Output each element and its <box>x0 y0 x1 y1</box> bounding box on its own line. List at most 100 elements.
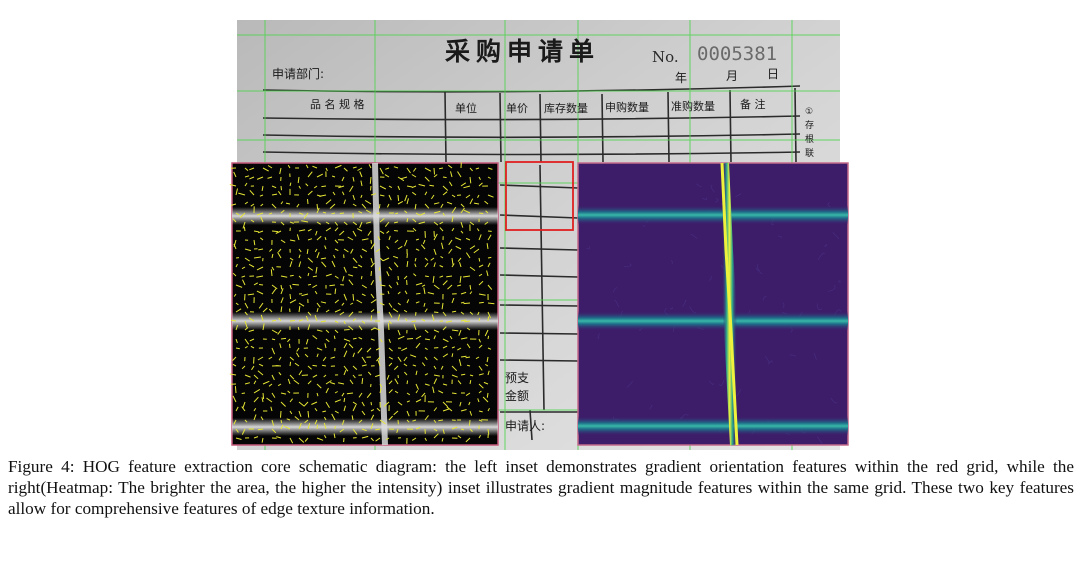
orientation-arrow <box>307 171 313 178</box>
orientation-arrow <box>473 248 480 254</box>
orientation-arrow <box>376 407 381 412</box>
orientation-arrow <box>296 347 300 352</box>
orientation-arrow <box>341 419 345 425</box>
orientation-arrow <box>460 355 467 358</box>
orientation-arrow <box>370 262 375 268</box>
orientation-arrow <box>459 261 462 268</box>
orientation-arrow <box>386 203 390 208</box>
form-prepay-label-2: 金额 <box>505 388 529 403</box>
orientation-arrow <box>486 392 489 398</box>
orientation-arrow <box>334 391 338 394</box>
form-col-request: 申购数量 <box>605 100 649 114</box>
orientation-arrow <box>343 167 348 172</box>
orientation-arrow <box>298 410 302 417</box>
orientation-arrow <box>229 373 237 376</box>
orientation-arrow <box>334 309 341 313</box>
orientation-arrow <box>451 365 458 372</box>
orientation-arrow <box>460 301 465 304</box>
orientation-arrow <box>441 302 444 310</box>
orientation-arrow <box>250 203 255 207</box>
orientation-arrow <box>388 302 393 308</box>
orientation-arrow <box>469 284 472 290</box>
orientation-arrow <box>433 433 439 439</box>
orientation-arrow <box>348 279 354 286</box>
orientation-arrow <box>401 347 408 352</box>
orientation-arrow <box>343 266 347 273</box>
orientation-arrow <box>404 210 408 214</box>
orientation-arrow <box>478 365 483 371</box>
orientation-arrow <box>249 176 255 180</box>
orientation-arrow <box>307 283 312 286</box>
orientation-arrow <box>412 218 417 223</box>
orientation-arrow <box>330 356 336 359</box>
orientation-arrow <box>253 380 257 385</box>
orientation-arrow <box>257 230 264 234</box>
orientation-arrow <box>394 390 399 394</box>
orientation-arrow <box>358 392 363 398</box>
orientation-arrow <box>386 245 390 250</box>
orientation-arrow <box>280 424 284 430</box>
orientation-arrow <box>424 383 430 386</box>
orientation-arrow <box>298 229 306 232</box>
orientation-arrow <box>270 406 273 412</box>
orientation-arrow <box>289 410 293 415</box>
orientation-arrow <box>406 167 411 174</box>
orientation-arrow <box>278 317 282 322</box>
orientation-arrow <box>478 293 486 296</box>
orientation-arrow <box>478 344 483 349</box>
orientation-arrow <box>293 379 300 385</box>
orientation-arrow <box>305 183 309 187</box>
orientation-arrow <box>298 185 301 189</box>
orientation-arrow <box>379 338 383 343</box>
heatmap-contour <box>708 275 712 281</box>
orientation-arrow <box>247 293 255 296</box>
orientation-arrow <box>352 221 358 226</box>
orientation-arrow <box>433 335 436 340</box>
orientation-arrow <box>260 216 264 223</box>
orientation-arrow <box>235 338 238 344</box>
orientation-arrow <box>307 410 310 418</box>
orientation-arrow <box>235 302 239 306</box>
form-date-day: 日 <box>767 67 779 81</box>
orientation-arrow <box>271 338 276 341</box>
orientation-arrow <box>457 257 462 262</box>
orientation-arrow <box>361 378 364 385</box>
heatmap-contour <box>702 197 708 200</box>
orientation-arrow <box>352 293 355 301</box>
orientation-arrow <box>424 275 429 278</box>
heatmap-contour <box>649 404 653 410</box>
orientation-arrow <box>478 212 484 214</box>
orientation-arrow <box>463 275 471 278</box>
orientation-arrow <box>256 212 264 216</box>
orientation-arrow <box>261 437 264 443</box>
orientation-arrow <box>392 308 399 313</box>
orientation-arrow <box>238 192 246 196</box>
orientation-arrow <box>271 329 278 334</box>
orientation-arrow <box>289 343 291 349</box>
form-applicant-label: 申请人: <box>505 419 545 433</box>
orientation-arrow <box>388 194 392 201</box>
orientation-arrow <box>230 319 237 322</box>
orientation-arrow <box>370 423 374 430</box>
orientation-arrow <box>451 329 459 332</box>
orientation-arrow <box>424 338 430 341</box>
orientation-arrow <box>440 255 444 259</box>
heatmap-contour <box>682 299 687 307</box>
orientation-arrow <box>377 236 381 241</box>
orientation-arrow <box>333 254 336 259</box>
heatmap-contour <box>762 295 767 301</box>
orientation-arrow <box>465 437 471 443</box>
orientation-arrow <box>475 356 480 360</box>
figure-label: Figure 4: <box>8 457 75 476</box>
orientation-arrow <box>439 275 444 278</box>
orientation-arrow <box>235 406 239 412</box>
orientation-arrow <box>280 410 282 418</box>
orientation-arrow <box>316 235 322 241</box>
orientation-arrow <box>385 167 390 170</box>
orientation-arrow <box>393 262 399 268</box>
heatmap-contour <box>586 245 591 250</box>
orientation-arrow <box>329 284 336 287</box>
orientation-arrow <box>460 428 465 431</box>
orientation-arrow <box>352 230 357 237</box>
orientation-arrow <box>349 185 354 192</box>
